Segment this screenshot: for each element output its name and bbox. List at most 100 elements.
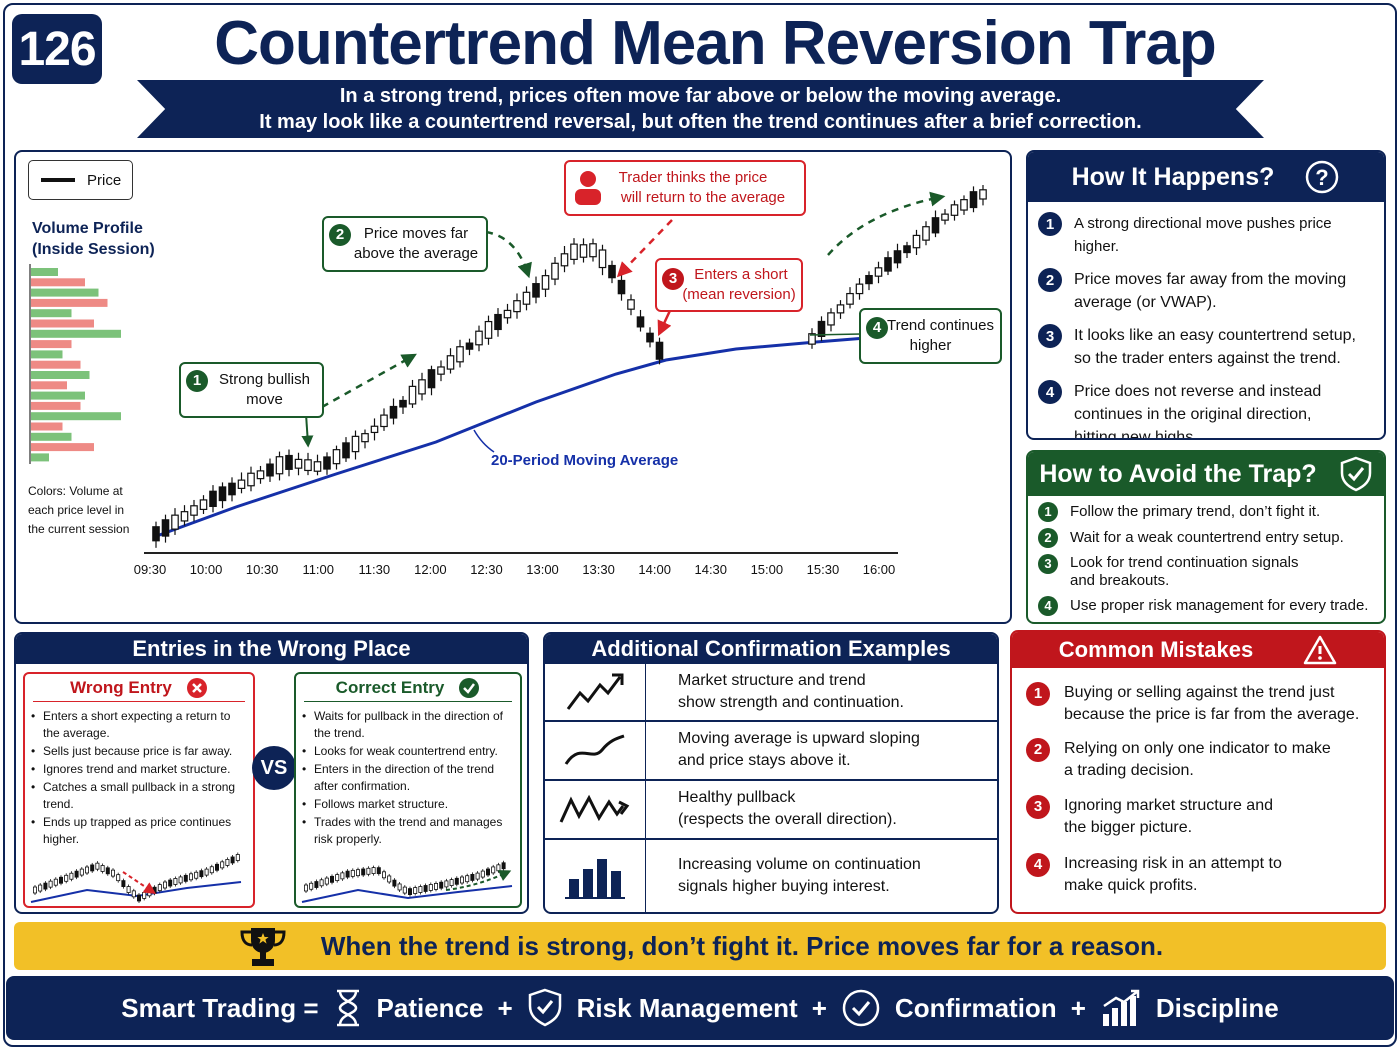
mistake-1-number: 1 — [1026, 682, 1050, 706]
mistake-1-line-2: because the price is far from the averag… — [1064, 706, 1360, 723]
volume-note-1: Colors: Volume at — [28, 484, 123, 498]
candle — [228, 482, 236, 496]
callout-4-number: 4 — [866, 317, 888, 339]
how-item-1-text: A strong directional move pushes price h… — [1074, 215, 1332, 255]
mini-candle — [449, 879, 454, 886]
candle — [570, 243, 578, 260]
mistake-3-line-2: the bigger picture. — [1064, 819, 1193, 836]
volume-profile-note: Colors: Volume at each price level in th… — [28, 482, 129, 539]
mini-candle — [361, 868, 366, 876]
growth-chart-icon — [1102, 989, 1140, 1026]
candle — [560, 253, 569, 267]
footer-discipline: Discipline — [1155, 992, 1279, 1023]
mistake-item-4: 4 Increasing risk in an attempt to make q… — [1026, 853, 1376, 897]
candle — [655, 341, 664, 360]
x-tick-label: 12:00 — [414, 562, 447, 577]
candle — [399, 399, 407, 408]
how-item-4-line-1: Price does not reverse and instead — [1074, 383, 1322, 400]
volume-profile-bar — [31, 381, 67, 390]
avoid-title: How to Avoid the Trap? — [1039, 459, 1317, 488]
callout-trend-continues: 4 Trend continues higher — [859, 308, 1002, 364]
candle — [190, 505, 198, 516]
correct-entry-header: Correct Entry — [304, 674, 512, 702]
mini-candle — [230, 856, 235, 864]
confirm-row-4-line-1: Increasing volume on continuation — [678, 855, 921, 873]
mini-candle — [324, 877, 329, 885]
how-it-happens-header: How It Happens? ? — [1028, 152, 1384, 202]
candle — [304, 459, 312, 472]
chart-legend: Price — [28, 160, 133, 200]
mini-candle — [376, 867, 381, 875]
candle — [218, 486, 227, 502]
mini-candle — [356, 869, 361, 877]
banner-text: When the trend is strong, don’t fight it… — [320, 930, 1164, 961]
candle — [408, 385, 417, 405]
price-chart-panel: Price Volume Profile (Inside Session) Co… — [14, 150, 1012, 624]
candle — [579, 244, 588, 258]
far-above-arrow — [485, 230, 532, 279]
candle — [589, 243, 597, 258]
volume-profile-bar — [31, 432, 72, 441]
mini-candle — [147, 889, 152, 897]
candle — [893, 250, 902, 264]
mini-candle — [116, 874, 121, 882]
candle — [256, 470, 265, 480]
mistake-4-number: 4 — [1026, 853, 1050, 877]
callout-3-line-1: Enters a short — [694, 266, 788, 283]
volume-profile-bar — [31, 319, 94, 328]
x-tick-label: 14:00 — [638, 562, 671, 577]
callout-enters-short: 3 Enters a short (mean reversion) — [655, 258, 803, 312]
candle — [646, 332, 654, 343]
candle — [941, 213, 949, 221]
volume-profile-title-2: (Inside Session) — [32, 241, 155, 258]
candle — [608, 264, 616, 279]
candle — [532, 283, 540, 298]
candle — [903, 245, 911, 254]
check-circle-icon — [842, 989, 880, 1027]
trader-line-2: will return to the average — [620, 189, 786, 206]
mini-candle — [183, 874, 188, 882]
callout-1-line-1: Strong bullish — [219, 371, 310, 388]
wrong-entry-header: Wrong Entry — [33, 674, 245, 702]
question-icon: ? — [1306, 160, 1339, 194]
mini-candle — [43, 882, 48, 890]
mini-candle — [330, 875, 335, 883]
page-title: Countertrend Mean Reversion Trap — [214, 9, 1217, 78]
mistake-3-number: 3 — [1026, 795, 1050, 819]
mini-candle — [319, 879, 324, 887]
mistake-4-text: Increasing risk in an attempt to make qui… — [1064, 853, 1282, 897]
mini-candle — [387, 875, 392, 883]
how-item-3: 3 It looks like an easy countertrend set… — [1038, 324, 1374, 370]
mistake-3-text: Ignoring market structure and the bigger … — [1064, 795, 1273, 839]
common-mistakes-panel: Common Mistakes 1 Buying or selling agai… — [1010, 630, 1386, 914]
how-item-1-number: 1 — [1038, 212, 1062, 236]
candle — [285, 454, 293, 470]
callout-1-pointer — [301, 413, 314, 448]
avoid-trap-panel: How to Avoid the Trap? 1 Follow the prim… — [1026, 450, 1386, 624]
confirm-row-1: Market structure and trend show strength … — [545, 664, 997, 720]
footer-formula: Smart Trading = Patience + Risk Manageme… — [6, 976, 1394, 1040]
x-tick-label: 13:00 — [526, 562, 559, 577]
candle — [465, 342, 474, 350]
candle — [209, 490, 217, 508]
candle — [827, 312, 835, 326]
mini-candle — [459, 876, 464, 884]
candle — [865, 274, 873, 285]
mini-moving-average — [301, 885, 513, 903]
mini-candle — [382, 871, 387, 879]
candle — [846, 292, 854, 305]
candle — [808, 333, 816, 345]
candle — [817, 320, 826, 337]
confirm-row-2-line-2: and price stays above it. — [678, 752, 851, 769]
candles — [152, 185, 987, 548]
mini-candle — [371, 867, 376, 874]
how-item-4-number: 4 — [1038, 380, 1062, 404]
mini-candle — [209, 866, 214, 874]
confirm-row-3-line-2: (respects the overall direction). — [678, 811, 897, 828]
confirm-row-3-text: Healthy pullback (respects the overall di… — [645, 780, 997, 838]
subtitle-line-1: In a strong trend, prices often move far… — [339, 85, 1062, 107]
mini-candle — [485, 868, 490, 876]
volume-profile-bar — [31, 371, 90, 379]
candle — [503, 309, 512, 319]
candle — [294, 458, 303, 469]
